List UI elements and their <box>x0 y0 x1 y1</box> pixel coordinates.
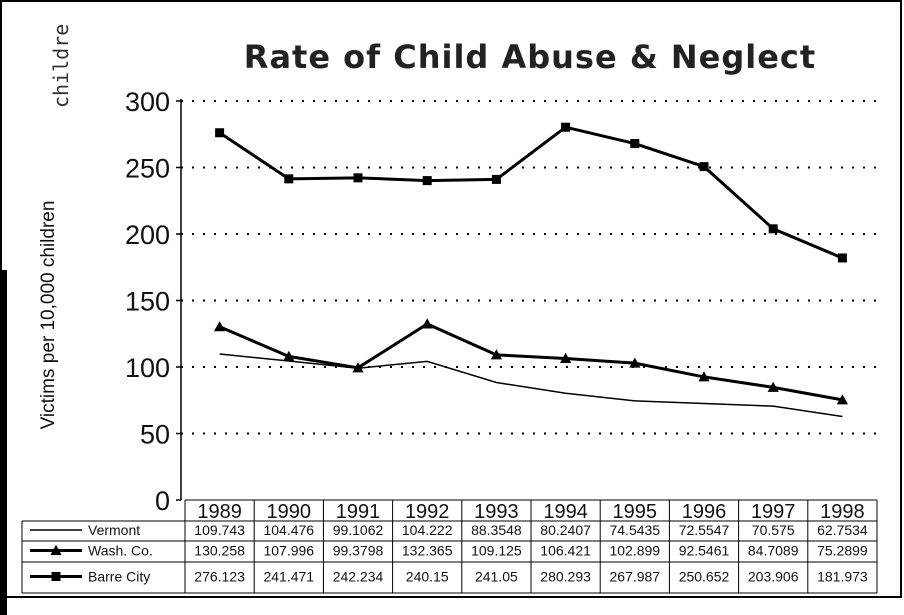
data-table-cell: 250.652 <box>679 569 730 585</box>
x-category-label: 1992 <box>405 501 450 523</box>
y-tick-label: 200 <box>125 220 170 250</box>
data-table-cell: 80.2407 <box>540 522 591 538</box>
data-table-cell: 130.258 <box>194 543 245 559</box>
data-point-marker <box>213 321 226 332</box>
data-table-cell: 181.973 <box>817 569 868 585</box>
data-table-cell: 102.899 <box>609 543 660 559</box>
x-category-label: 1994 <box>543 501 588 523</box>
chart-title: Rate of Child Abuse & Neglect <box>244 38 816 76</box>
x-category-label: 1995 <box>613 501 658 523</box>
series-line-0 <box>219 353 843 418</box>
series-line-2 <box>218 125 843 260</box>
data-table-cell: 72.5547 <box>679 522 730 538</box>
data-table-cell: 203.906 <box>748 569 799 585</box>
y-tick-label: 300 <box>125 87 170 117</box>
data-point-marker <box>699 162 709 172</box>
data-table-cell: 109.125 <box>471 543 522 559</box>
left-edge-bar <box>0 270 7 615</box>
data-point-marker <box>698 371 710 382</box>
data-point-marker <box>491 174 501 184</box>
x-category-label: 1998 <box>820 501 865 523</box>
x-category-label: 1991 <box>336 501 381 523</box>
data-point-marker <box>767 381 779 392</box>
data-point-marker <box>837 253 847 263</box>
x-category-label: 1989 <box>197 501 242 523</box>
data-point-marker <box>768 224 778 234</box>
data-table-cell: 104.222 <box>402 522 453 538</box>
y-tick-label: 150 <box>125 287 170 317</box>
data-point-marker <box>559 352 572 363</box>
data-table-cell: 240.15 <box>406 569 449 585</box>
data-table-cell: 74.5435 <box>609 522 660 538</box>
data-table-cell: 88.3548 <box>471 522 522 538</box>
legend-series-name: Vermont <box>88 522 140 538</box>
y-tick-label: 250 <box>125 154 170 184</box>
axes <box>176 99 182 501</box>
y-tick-label: 50 <box>140 420 170 450</box>
data-point-marker <box>490 349 503 360</box>
y-axis-label: Victims per 10,000 children <box>38 201 59 430</box>
data-point-marker <box>422 176 432 186</box>
data-table-cell: 280.293 <box>540 569 591 585</box>
data-point-marker <box>629 357 641 368</box>
data-point-marker <box>215 128 225 138</box>
data-point-marker <box>353 173 363 183</box>
data-table-cell: 241.05 <box>475 569 518 585</box>
data-table-cell: 104.476 <box>263 522 314 538</box>
stray-text: childre <box>49 24 73 108</box>
data-point-marker <box>630 139 640 149</box>
data-point-marker <box>283 350 295 361</box>
data-table-cell: 99.3798 <box>333 543 384 559</box>
data-table: 1989 1990 1991 1992 1993 1994 1995 1996 1997 1998… <box>21 499 878 594</box>
x-category-label: 1990 <box>267 501 312 523</box>
legend-series-name: Wash. Co. <box>88 543 153 559</box>
x-category-label: 1993 <box>474 501 519 523</box>
data-table-cell: 132.365 <box>402 543 453 559</box>
data-table-cell: 276.123 <box>194 569 245 585</box>
y-tick-label: 100 <box>125 353 170 383</box>
data-point-marker <box>284 174 294 184</box>
data-table-cell: 106.421 <box>540 543 591 559</box>
y-tick-label: 0 <box>155 486 170 516</box>
data-table-cell: 84.7089 <box>748 543 799 559</box>
data-table-cell: 267.987 <box>609 569 660 585</box>
data-table-cell: 241.471 <box>263 569 314 585</box>
legend-series-name: Barre City <box>88 569 150 585</box>
data-table-cell: 99.1062 <box>333 522 384 538</box>
data-point-marker <box>421 318 433 329</box>
y-tick-labels: 0 50 100 150 200 250 300 <box>125 87 170 516</box>
data-table-cell: 70.575 <box>752 522 795 538</box>
x-category-label: 1996 <box>682 501 727 523</box>
data-table-cell: 242.234 <box>333 569 384 585</box>
data-point-marker <box>836 394 849 405</box>
legend-marker-2 <box>51 572 61 581</box>
data-table-cell: 107.996 <box>263 543 314 559</box>
data-table-cell: 109.743 <box>194 522 245 538</box>
data-table-cell: 62.7534 <box>817 522 868 538</box>
data-point-marker <box>561 122 571 132</box>
data-table-cell: 92.5461 <box>679 543 730 559</box>
series-lines <box>213 122 849 418</box>
data-table-cell: 75.2899 <box>817 543 868 559</box>
gridlines <box>181 100 880 435</box>
series-line-1 <box>219 322 843 402</box>
data-point-marker <box>352 362 364 373</box>
legend-marker-1 <box>50 544 62 555</box>
x-category-label: 1997 <box>751 501 796 523</box>
